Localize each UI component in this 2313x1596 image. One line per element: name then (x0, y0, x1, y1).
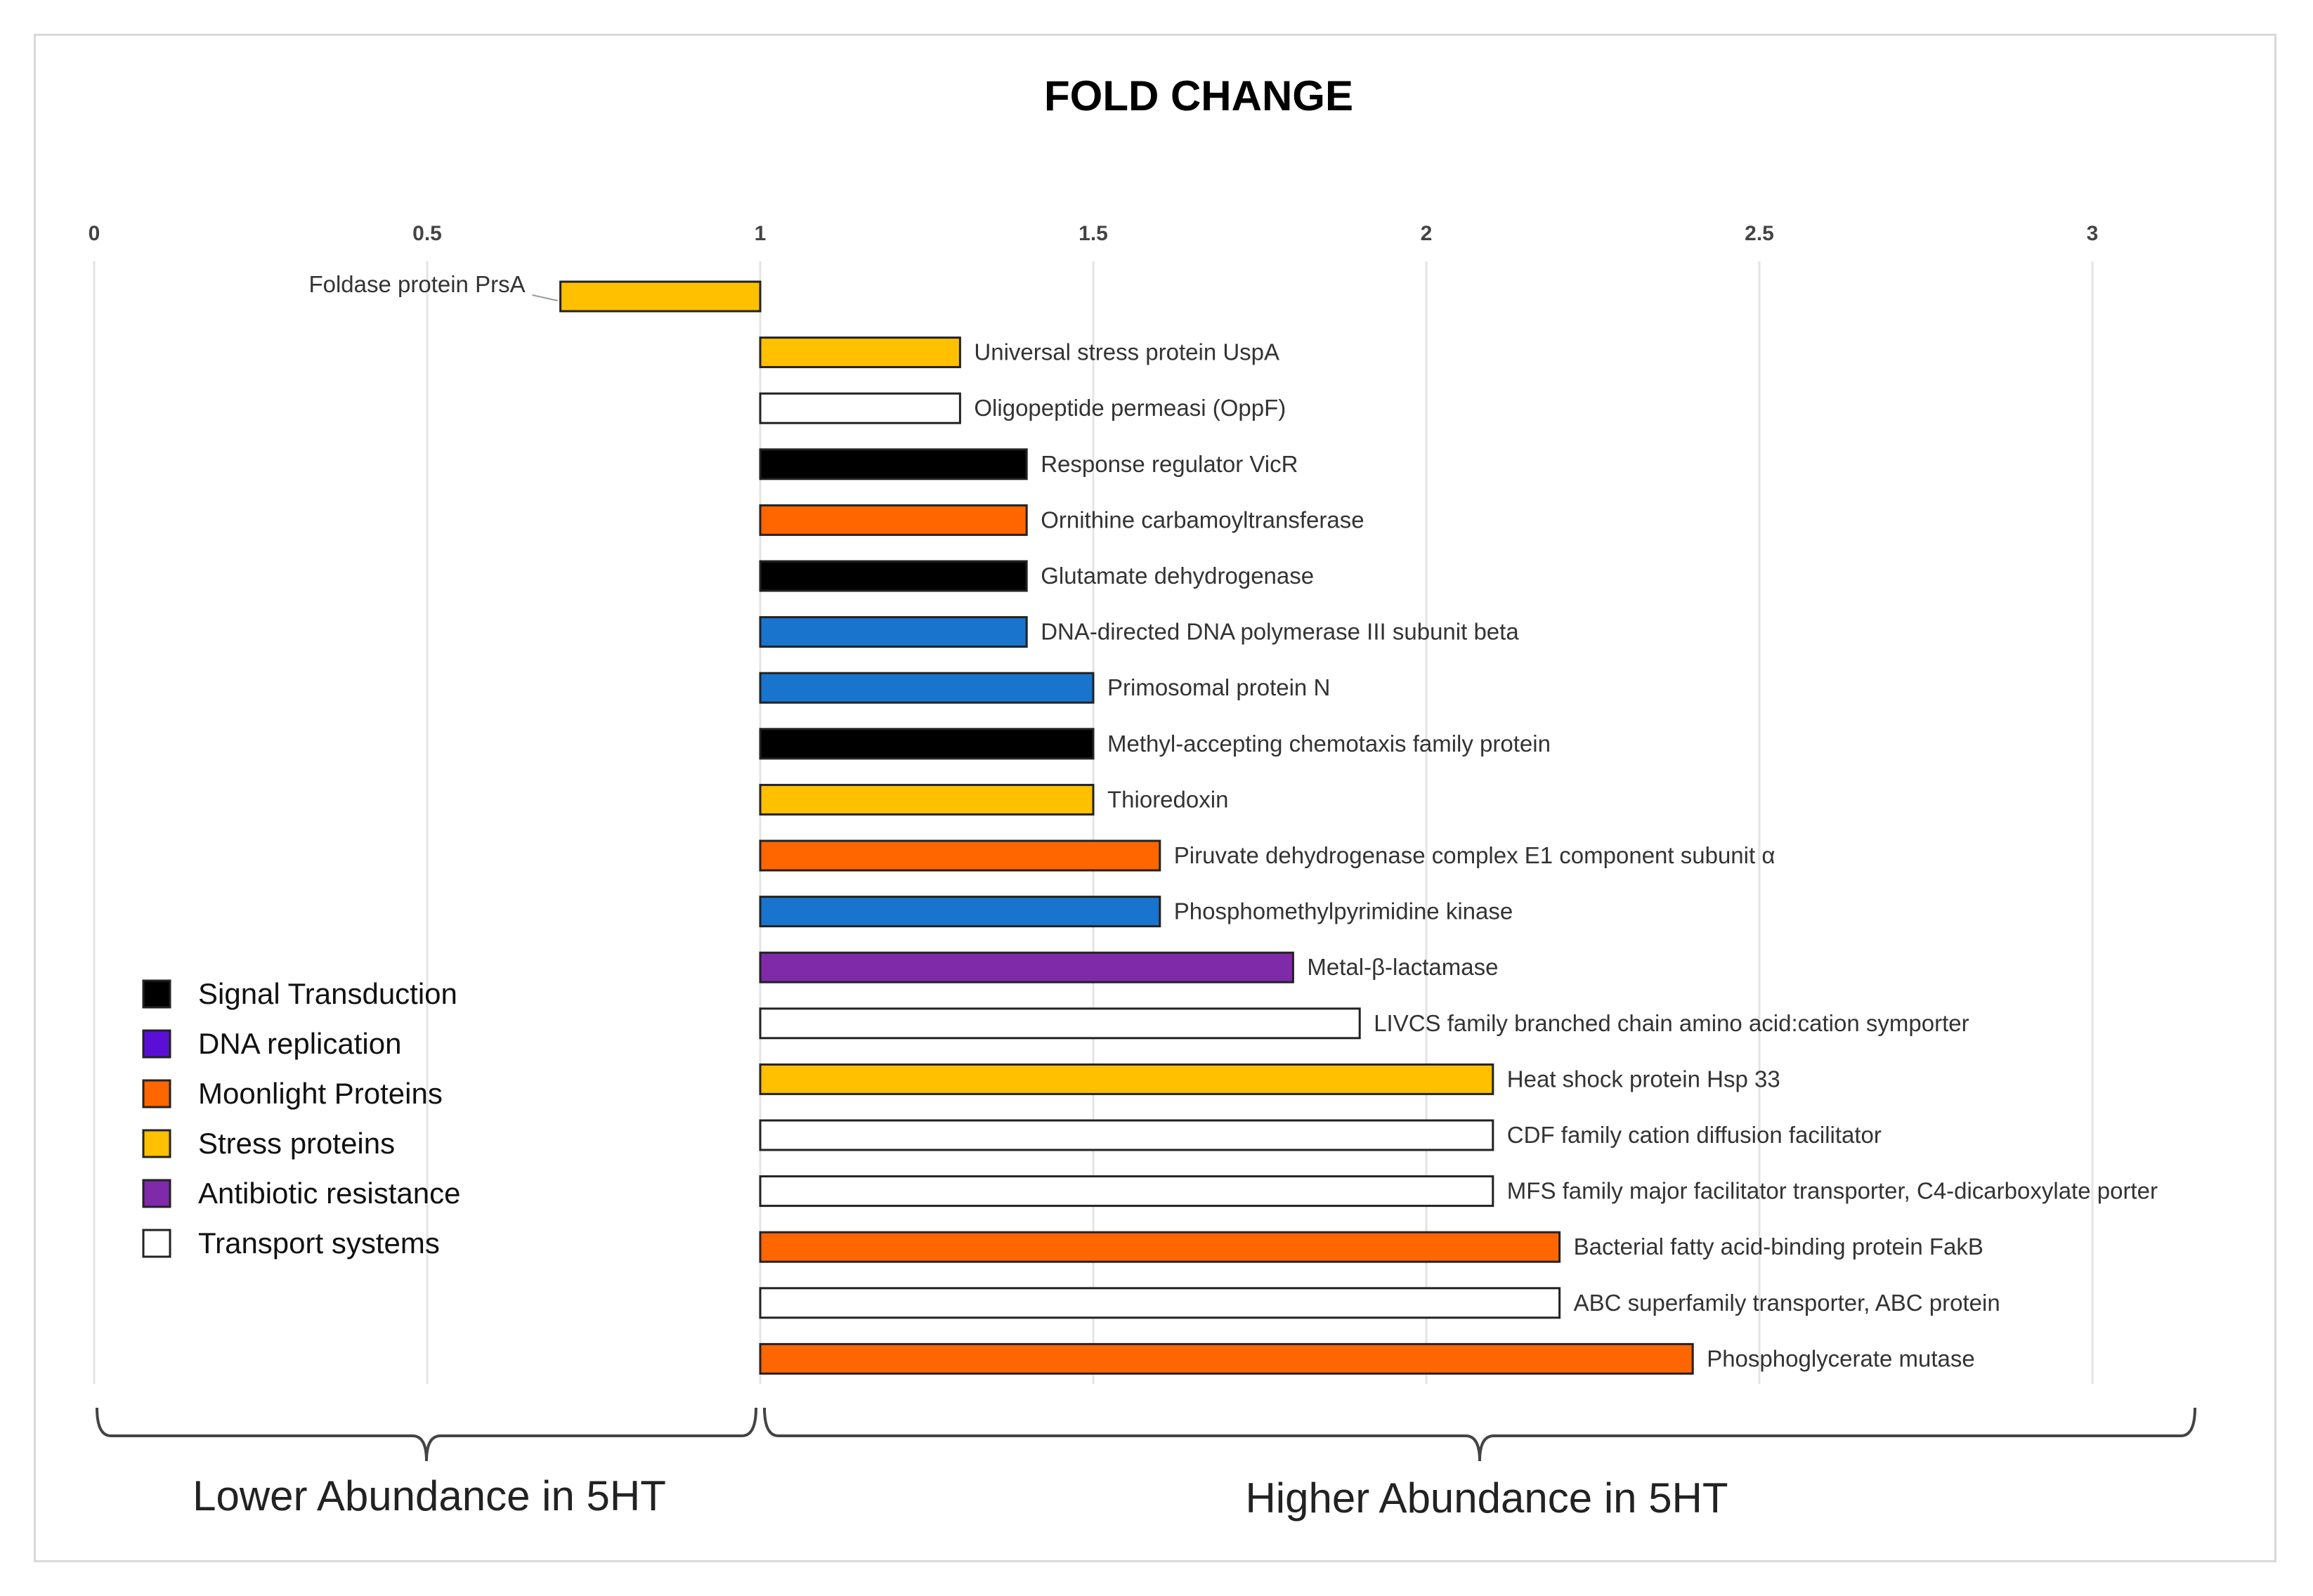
legend-item: Signal Transduction (142, 977, 457, 1010)
bar-label: Phosphoglycerate mutase (1707, 1345, 1975, 1371)
legend: Signal Transduction DNA replication Moonli… (142, 977, 461, 1260)
bar-label: Oligopeptide permeasi (OppF) (974, 395, 1286, 421)
x-tick-label: 0 (89, 222, 100, 245)
bar (759, 448, 1028, 480)
bar-label: Bacterial fatty acid-binding protein Fak… (1574, 1234, 1983, 1260)
higher-abundance-brace (763, 1407, 2196, 1462)
bar (759, 1342, 1694, 1375)
bar-label: Primosomal protein N (1107, 674, 1330, 700)
bar (759, 1287, 1561, 1319)
x-tick-label: 1.5 (1079, 222, 1108, 245)
bar (759, 783, 1095, 816)
bar (759, 392, 961, 424)
legend-label: Signal Transduction (198, 977, 457, 1010)
legend-swatch (142, 1179, 171, 1208)
grid-layer (93, 261, 2094, 1384)
bar (759, 336, 961, 369)
bar-label: Ornithine carbamoyltransferase (1041, 506, 1364, 532)
bar-label: Methyl-accepting chemotaxis family prote… (1107, 731, 1551, 757)
bar (759, 951, 1294, 983)
brace-layer (96, 1407, 2196, 1462)
bar-label: Thioredoxin (1107, 786, 1228, 812)
bar (759, 1007, 1361, 1040)
legend-swatch (142, 1029, 171, 1059)
x-tick-label: 3 (2087, 222, 2099, 245)
legend-item: Transport systems (142, 1227, 440, 1260)
bar-label: Response regulator VicR (1041, 451, 1298, 477)
higher-abundance-label: Higher Abundance in 5HT (1245, 1474, 1728, 1522)
leader-line (532, 294, 558, 301)
x-tick-label: 2.5 (1745, 222, 1774, 245)
lower-abundance-brace (96, 1407, 757, 1462)
legend-item: Moonlight Proteins (142, 1077, 443, 1110)
bar (759, 560, 1028, 592)
bar-label: ABC superfamily transporter, ABC protein (1574, 1290, 2000, 1316)
legend-label: Moonlight Proteins (198, 1077, 443, 1110)
legend-item: Stress proteins (142, 1127, 395, 1160)
bar (759, 616, 1028, 648)
bar-label: Universal stress protein UspA (974, 339, 1279, 365)
bar (759, 504, 1028, 536)
legend-swatch (142, 1129, 171, 1158)
bar-label-layer: Foldase protein PrsA Universal stress pro… (308, 271, 2158, 1371)
bar (759, 839, 1161, 872)
bar-label: Piruvate dehydrogenase complex E1 compon… (1174, 842, 1776, 868)
tick-layer: 0 0.5 1 1.5 2 2.5 3 (89, 222, 2099, 245)
legend-label: Stress proteins (198, 1127, 395, 1160)
bar-label: Glutamate dehydrogenase (1041, 563, 1314, 589)
bar-layer (559, 280, 1694, 1375)
bar (759, 1231, 1561, 1263)
legend-item: DNA replication (142, 1027, 401, 1060)
lower-abundance-label: Lower Abundance in 5HT (193, 1472, 666, 1519)
bar-label: Metal-β-lactamase (1307, 954, 1498, 980)
legend-swatch (142, 1079, 171, 1108)
legend-label: DNA replication (198, 1027, 401, 1060)
bar (759, 672, 1095, 704)
legend-swatch (142, 979, 171, 1009)
chart-title: FOLD CHANGE (1044, 72, 1353, 119)
x-tick-label: 0.5 (412, 222, 442, 245)
legend-swatch (142, 1229, 171, 1258)
bar (759, 1063, 1494, 1095)
legend-label: Antibiotic resistance (198, 1177, 461, 1210)
bar-label: MFS family major facilitator transporter… (1507, 1178, 2158, 1204)
bar-label: LIVCS family branched chain amino acid:c… (1374, 1010, 1969, 1036)
bar-label: Foldase protein PrsA (308, 271, 525, 297)
bar-label: Phosphomethylpyrimidine kinase (1174, 898, 1513, 924)
bar (559, 280, 762, 313)
bar (759, 728, 1095, 760)
legend-label: Transport systems (198, 1227, 440, 1260)
x-tick-label: 1 (755, 222, 767, 245)
bar (759, 1119, 1494, 1151)
legend-item: Antibiotic resistance (142, 1177, 461, 1210)
bar-label: DNA-directed DNA polymerase III subunit … (1041, 619, 1519, 645)
bar-label: CDF family cation diffusion facilitator (1507, 1122, 1882, 1148)
x-tick-label: 2 (1421, 222, 1433, 245)
bar (759, 896, 1161, 928)
bar-label: Heat shock protein Hsp 33 (1507, 1066, 1780, 1092)
bar (759, 1175, 1494, 1208)
figure-frame (34, 34, 2276, 1562)
